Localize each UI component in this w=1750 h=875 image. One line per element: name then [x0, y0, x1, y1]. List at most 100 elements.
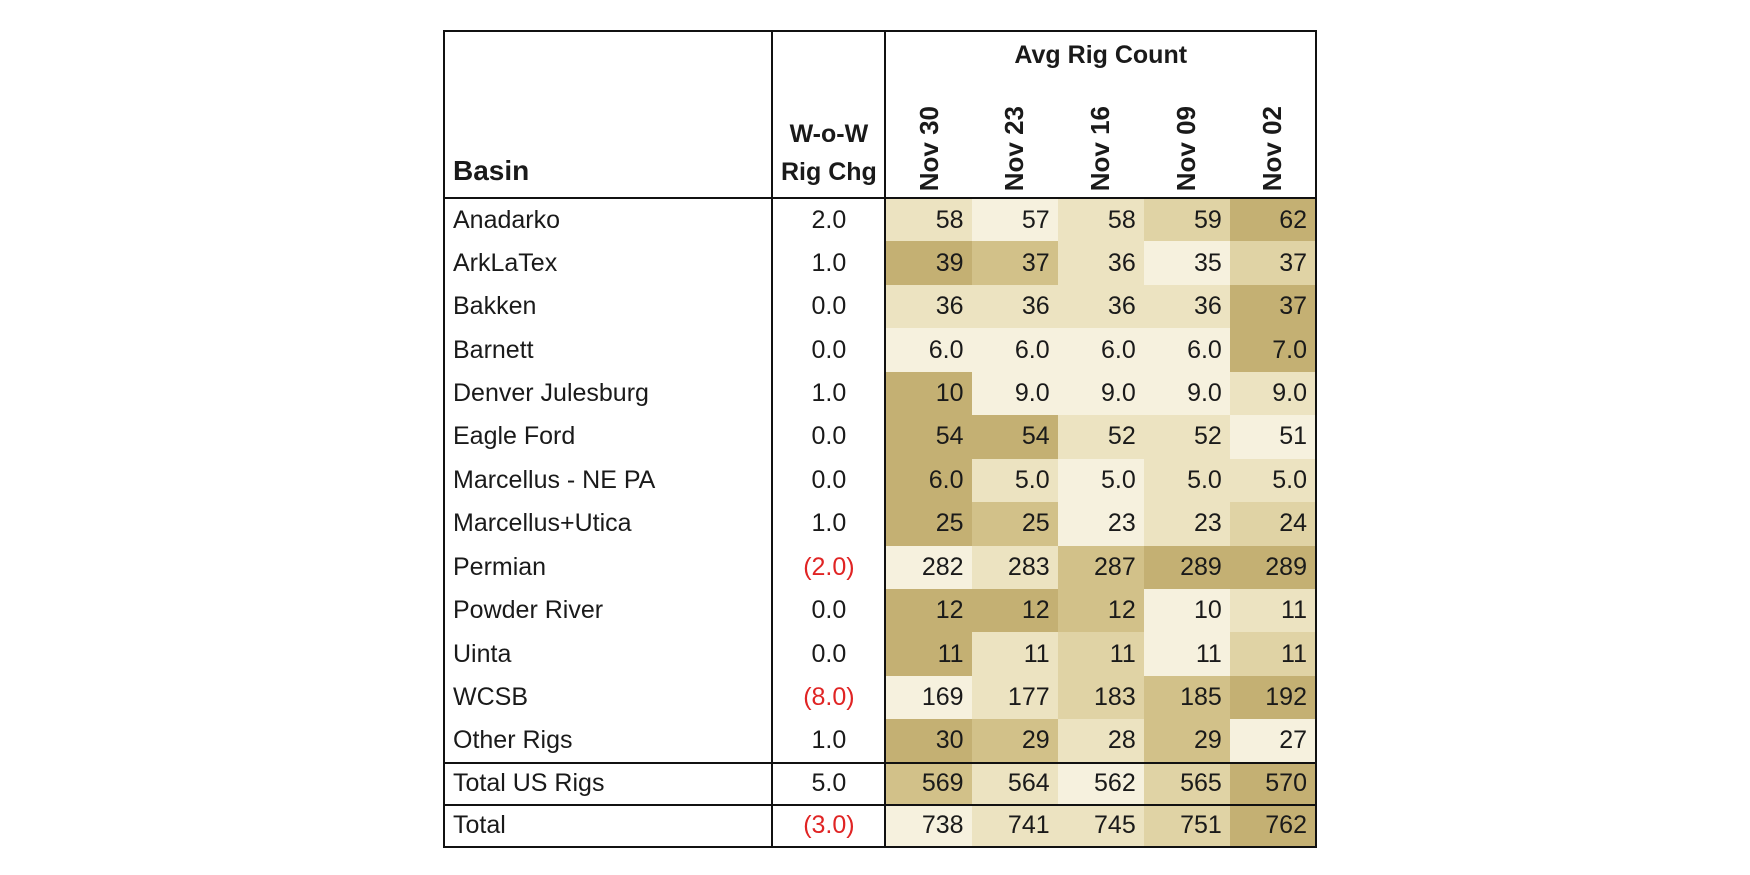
rig-count-value-cell: 54	[885, 415, 972, 459]
rig-count-value-cell: 10	[1143, 588, 1230, 633]
rig-count-value-cell: 11	[1229, 632, 1316, 676]
rig-count-value-cell: 58	[885, 198, 972, 242]
rig-count-value-cell: 7.0	[1229, 328, 1316, 372]
rig-count-value-cell: 29	[1143, 719, 1230, 763]
basin-row: Powder River 0.0 12 12 12 10 11	[444, 588, 1316, 633]
rig-count-value-cell: 6.0	[1143, 328, 1230, 372]
wow-rig-chg-column-header: W-o-W Rig Chg	[772, 31, 887, 199]
rig-count-value-cell: 25	[885, 502, 972, 546]
rig-count-value-cell: 5.0	[1229, 458, 1316, 503]
rig-count-value-cell: 283	[971, 545, 1058, 589]
rig-count-value-cell: 12	[1057, 588, 1144, 633]
wow-rig-change-cell: 0.0	[772, 284, 887, 329]
rig-count-value-cell: 11	[1143, 632, 1230, 676]
rig-count-value-cell: 6.0	[971, 328, 1058, 372]
rig-count-value-cell: 6.0	[885, 458, 972, 503]
wow-rig-change-cell: 1.0	[772, 241, 887, 285]
rig-count-value-cell: 192	[1229, 675, 1316, 720]
rig-count-value-cell: 57	[971, 198, 1058, 242]
rig-count-value-cell: 185	[1143, 675, 1230, 720]
rig-count-value-cell: 23	[1057, 502, 1144, 546]
basin-row: Denver Julesburg 1.0 10 9.0 9.0 9.0 9.0	[444, 371, 1316, 416]
basin-row: Barnett 0.0 6.0 6.0 6.0 6.0 7.0	[444, 328, 1316, 372]
basin-name-cell: Marcellus - NE PA	[444, 458, 774, 503]
basin-row: Eagle Ford 0.0 54 54 52 52 51	[444, 415, 1316, 459]
basin-row: ArkLaTex 1.0 39 37 36 35 37	[444, 241, 1316, 285]
wow-rig-change-cell: 0.0	[772, 588, 887, 633]
rig-count-value-cell: 570	[1229, 761, 1316, 805]
wow-rig-change-cell: 1.0	[772, 502, 887, 546]
wow-rig-change-cell: 1.0	[772, 371, 887, 416]
rig-count-value-cell: 37	[971, 241, 1058, 285]
rig-count-value-cell: 562	[1057, 761, 1144, 805]
rig-count-value-cell: 738	[885, 803, 972, 847]
grand-total-row: Total (3.0) 738 741 745 751 762	[444, 803, 1316, 847]
basin-name-cell: Barnett	[444, 328, 774, 372]
rig-count-value-cell: 36	[1057, 284, 1144, 329]
basin-name-cell: Denver Julesburg	[444, 371, 774, 416]
wow-rig-change-cell: 0.0	[772, 632, 887, 676]
basin-name-cell: Bakken	[444, 284, 774, 329]
date-header-label: Nov 16	[1085, 105, 1116, 191]
rig-count-value-cell: 5.0	[1057, 458, 1144, 503]
basin-row: Uinta 0.0 11 11 11 11 11	[444, 632, 1316, 676]
basin-name-cell: WCSB	[444, 675, 774, 720]
rig-count-value-cell: 11	[971, 632, 1058, 676]
wow-header-line-1: W-o-W	[789, 120, 869, 148]
wow-header-line-2: Rig Chg	[780, 158, 877, 186]
avg-rig-count-group-header: Avg Rig Count	[1014, 40, 1188, 69]
date-column-header: Nov 02	[1229, 78, 1316, 199]
rig-count-value-cell: 36	[1143, 284, 1230, 329]
rig-count-value-cell: 745	[1057, 803, 1144, 847]
rig-count-value-cell: 39	[885, 241, 972, 285]
rig-count-value-cell: 62	[1229, 198, 1316, 242]
rig-count-value-cell: 177	[971, 675, 1058, 720]
rig-count-value-cell: 30	[885, 719, 972, 763]
wow-rig-change-cell: 0.0	[772, 328, 887, 372]
total-us-rigs-row: Total US Rigs 5.0 569 564 562 565 570	[444, 761, 1316, 805]
wow-rig-change-cell: 1.0	[772, 719, 887, 763]
date-column-header: Nov 23	[971, 78, 1058, 199]
rig-count-value-cell: 27	[1229, 719, 1316, 763]
basin-name-cell: Marcellus+Utica	[444, 502, 774, 546]
wow-rig-change-cell: (8.0)	[772, 675, 887, 720]
rig-count-value-cell: 762	[1229, 803, 1316, 847]
basin-name-cell: ArkLaTex	[444, 241, 774, 285]
rig-count-value-cell: 52	[1057, 415, 1144, 459]
rig-count-value-cell: 12	[971, 588, 1058, 633]
rig-count-value-cell: 11	[1229, 588, 1316, 633]
basin-row: Marcellus - NE PA 0.0 6.0 5.0 5.0 5.0 5.0	[444, 458, 1316, 503]
rig-count-value-cell: 11	[1057, 632, 1144, 676]
rig-count-value-cell: 9.0	[1057, 371, 1144, 416]
basin-row: Other Rigs 1.0 30 29 28 29 27	[444, 719, 1316, 763]
rig-count-value-cell: 565	[1143, 761, 1230, 805]
basin-row: Permian (2.0) 282 283 287 289 289	[444, 545, 1316, 589]
rig-count-value-cell: 5.0	[971, 458, 1058, 503]
basin-name-cell: Total US Rigs	[444, 761, 774, 805]
rig-count-value-cell: 169	[885, 675, 972, 720]
date-column-header: Nov 16	[1057, 78, 1144, 199]
rig-count-value-cell: 6.0	[885, 328, 972, 372]
rig-count-value-cell: 37	[1229, 241, 1316, 285]
rig-count-value-cell: 5.0	[1143, 458, 1230, 503]
rig-count-table: Basin W-o-W Rig Chg Avg Rig Count Nov 30…	[443, 30, 1317, 848]
date-header-label: Nov 02	[1256, 105, 1287, 191]
date-column-header: Nov 30	[885, 78, 972, 199]
rig-count-value-cell: 9.0	[1143, 371, 1230, 416]
rig-count-value-cell: 29	[971, 719, 1058, 763]
basin-name-cell: Permian	[444, 545, 774, 589]
rig-count-value-cell: 751	[1143, 803, 1230, 847]
rig-count-value-cell: 12	[885, 588, 972, 633]
rig-count-value-cell: 36	[885, 284, 972, 329]
wow-rig-change-cell: (2.0)	[772, 545, 887, 589]
basin-row: Bakken 0.0 36 36 36 36 37	[444, 284, 1316, 329]
wow-rig-change-cell: 0.0	[772, 458, 887, 503]
rig-count-value-cell: 11	[885, 632, 972, 676]
rig-count-value-cell: 6.0	[1057, 328, 1144, 372]
rig-count-value-cell: 9.0	[1229, 371, 1316, 416]
rig-count-value-cell: 10	[885, 371, 972, 416]
basin-row: Anadarko 2.0 58 57 58 59 62	[444, 198, 1316, 242]
rig-count-value-cell: 569	[885, 761, 972, 805]
basin-column-header: Basin	[444, 31, 774, 199]
rig-count-value-cell: 564	[971, 761, 1058, 805]
